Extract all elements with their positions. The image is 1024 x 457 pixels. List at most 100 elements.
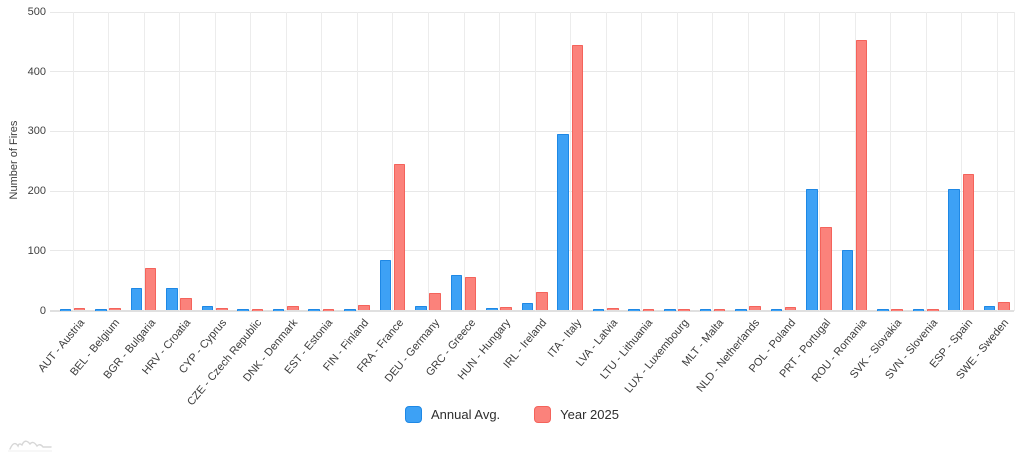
bar-year-2025-NLD[interactable] [749, 305, 761, 311]
gridline-x-15 [605, 12, 607, 311]
mountains-logo-icon [8, 440, 52, 452]
bar-annual-avg-SVN[interactable] [912, 308, 925, 311]
bar-year-2025-FRA[interactable] [393, 164, 406, 311]
legend-label-annual-avg: Annual Avg. [431, 407, 501, 422]
bar-annual-avg-HUN[interactable] [486, 307, 498, 311]
bar-year-2025-EST[interactable] [322, 308, 335, 311]
gridline-x-19 [747, 12, 749, 311]
bar-annual-avg-ROU[interactable] [841, 250, 854, 311]
gridline-x-21 [819, 12, 821, 311]
bar-year-2025-ROU[interactable] [855, 40, 868, 311]
y-tick-label-100: 100 [27, 244, 46, 257]
bar-year-2025-LUX[interactable] [678, 308, 690, 311]
gridline-y-400 [50, 71, 1014, 73]
bar-annual-avg-POL[interactable] [770, 308, 783, 311]
legend-label-year-2025: Year 2025 [560, 407, 619, 422]
bar-annual-avg-BGR[interactable] [130, 288, 143, 311]
bar-year-2025-BGR[interactable] [144, 268, 157, 311]
bar-annual-avg-ITA[interactable] [557, 134, 569, 311]
bar-annual-avg-NLD[interactable] [735, 308, 747, 311]
bar-annual-avg-MLT[interactable] [699, 308, 712, 311]
bar-annual-avg-SWE[interactable] [983, 305, 996, 311]
gridline-x-12 [499, 12, 501, 311]
bar-year-2025-CYP[interactable] [216, 308, 228, 311]
gridline-x-24 [925, 12, 927, 311]
bar-annual-avg-EST[interactable] [308, 308, 321, 311]
gridline-y-500 [50, 11, 1014, 13]
legend: Annual Avg. Year 2025 [0, 406, 1024, 423]
gridline-x-11 [463, 12, 465, 311]
gridline-x-16 [641, 12, 643, 311]
gridline-x-1 [108, 12, 110, 311]
gridline-x-14 [570, 12, 572, 311]
bar-year-2025-BEL[interactable] [109, 307, 121, 311]
bar-year-2025-SVK[interactable] [891, 308, 904, 311]
gridline-x-13 [534, 12, 536, 311]
gridline-x-6 [285, 12, 287, 311]
bar-annual-avg-PRT[interactable] [806, 189, 818, 311]
bar-year-2025-CZE[interactable] [251, 308, 264, 311]
y-tick-label-300: 300 [27, 125, 46, 138]
bar-year-2025-HUN[interactable] [500, 306, 512, 311]
bar-annual-avg-GRC[interactable] [450, 275, 463, 311]
bar-year-2025-FIN[interactable] [358, 304, 370, 311]
bar-annual-avg-FRA[interactable] [379, 259, 392, 311]
y-tick-label-400: 400 [27, 65, 46, 78]
gridline-x-26 [996, 12, 998, 311]
bar-year-2025-IRL[interactable] [535, 291, 548, 311]
gridline-x-3 [179, 12, 181, 311]
bar-annual-avg-CYP[interactable] [201, 305, 214, 311]
gridline-x-20 [783, 12, 785, 311]
bar-year-2025-SWE[interactable] [998, 301, 1010, 311]
bar-annual-avg-SVK[interactable] [877, 308, 889, 311]
plot-right-border [1014, 12, 1015, 311]
gridline-y-100 [50, 250, 1014, 252]
gridline-y-200 [50, 190, 1014, 192]
x-label-NLD: NLD - Netherlands [694, 317, 763, 395]
bar-annual-avg-DEU[interactable] [415, 306, 427, 311]
legend-item-annual-avg[interactable]: Annual Avg. [405, 406, 500, 423]
bar-year-2025-LTU[interactable] [642, 308, 655, 311]
bar-annual-avg-CZE[interactable] [237, 308, 249, 311]
legend-swatch-annual-avg-icon [405, 406, 423, 423]
bar-annual-avg-IRL[interactable] [521, 302, 534, 311]
y-tick-label-0: 0 [39, 304, 46, 317]
bar-annual-avg-LUX[interactable] [663, 308, 676, 311]
bar-annual-avg-HRV[interactable] [166, 287, 178, 311]
gridline-x-7 [321, 12, 323, 311]
bar-year-2025-MLT[interactable] [713, 308, 726, 311]
bar-year-2025-LVA[interactable] [607, 308, 619, 311]
gridline-x-25 [961, 12, 963, 311]
bar-annual-avg-FIN[interactable] [344, 308, 356, 311]
bar-annual-avg-LTU[interactable] [628, 308, 640, 311]
bar-year-2025-PRT[interactable] [820, 226, 832, 311]
bar-annual-avg-DNK[interactable] [272, 308, 285, 311]
bar-year-2025-GRC[interactable] [464, 277, 477, 311]
bar-year-2025-AUT[interactable] [73, 308, 86, 311]
gridline-x-2 [143, 12, 145, 311]
bar-annual-avg-LVA[interactable] [592, 308, 605, 311]
gridline-x-0 [72, 12, 74, 311]
y-tick-label-500: 500 [27, 6, 46, 18]
y-tick-label-200: 200 [27, 185, 46, 198]
legend-item-year-2025[interactable]: Year 2025 [534, 406, 619, 423]
gridline-x-9 [392, 12, 394, 311]
bar-annual-avg-BEL[interactable] [95, 308, 107, 311]
legend-swatch-year-2025-icon [534, 406, 552, 423]
y-axis-title: Number of Fires [8, 120, 20, 200]
bar-year-2025-ESP[interactable] [962, 174, 975, 311]
x-label-ITA: ITA - Italy [545, 317, 585, 360]
bar-year-2025-ITA[interactable] [571, 44, 584, 311]
gridline-x-18 [712, 12, 714, 311]
bar-year-2025-SVN[interactable] [927, 308, 939, 311]
bar-year-2025-DNK[interactable] [287, 305, 299, 311]
bar-annual-avg-ESP[interactable] [948, 189, 960, 311]
x-label-LUX: LUX - Luxembourg [622, 317, 692, 396]
gridline-x-5 [250, 12, 252, 311]
bar-year-2025-HRV[interactable] [180, 297, 193, 311]
bar-year-2025-POL[interactable] [784, 306, 797, 311]
gridline-y-0 [50, 309, 1014, 312]
bar-annual-avg-AUT[interactable] [59, 308, 72, 311]
bar-year-2025-DEU[interactable] [429, 292, 441, 311]
